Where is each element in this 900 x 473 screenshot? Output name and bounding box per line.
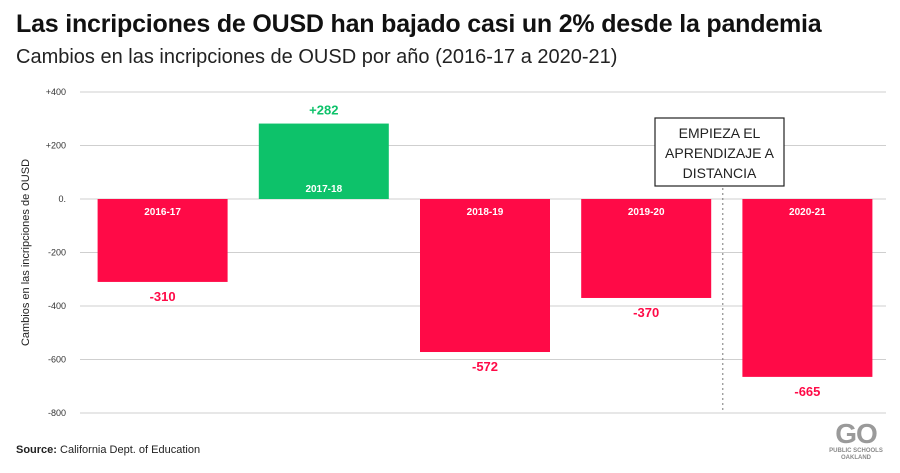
bar-2019-20	[581, 199, 712, 298]
logo-line-2: OAKLAND	[841, 455, 871, 461]
bar-2016-17	[97, 199, 228, 282]
data-label: -572	[472, 359, 498, 374]
data-label: -370	[633, 305, 659, 320]
annotation-line: DISTANCIA	[683, 165, 757, 181]
bar-2018-19	[420, 199, 550, 353]
annotation-line: EMPIEZA EL	[679, 125, 761, 141]
category-label: 2020-21	[789, 207, 826, 218]
chart-subtitle: Cambios en las incripciones de OUSD por …	[16, 46, 618, 68]
source-note: Source: California Dept. of Education	[16, 444, 200, 456]
data-label: -310	[150, 289, 176, 304]
logo-mark: GO	[835, 418, 878, 449]
category-label: 2018-19	[467, 207, 504, 218]
y-axis-label: Cambios en las incripciones de OUSD	[20, 159, 32, 346]
annotation-line: APRENDIZAJE A	[665, 145, 775, 161]
category-label: 2016-17	[144, 207, 181, 218]
y-tick-label: -800	[48, 408, 66, 418]
category-label: 2017-18	[305, 184, 342, 195]
go-public-schools-logo: GO PUBLIC SCHOOLS OAKLAND	[826, 420, 886, 464]
logo-line-1: PUBLIC SCHOOLS	[829, 448, 883, 454]
source-text: California Dept. of Education	[60, 444, 201, 456]
y-tick-label: +200	[46, 141, 66, 151]
y-tick-label: -400	[48, 301, 66, 311]
category-label: 2019-20	[628, 207, 665, 218]
y-tick-label: -200	[48, 248, 66, 258]
data-label: -665	[794, 384, 820, 399]
annotation-box	[654, 117, 785, 187]
data-label: +282	[309, 103, 338, 118]
y-tick-label: 0.	[58, 194, 66, 204]
bar-2020-21	[742, 199, 873, 377]
chart-title: Las incripciones de OUSD han bajado casi…	[16, 10, 822, 38]
y-tick-label: -600	[48, 355, 66, 365]
source-label: Source:	[16, 444, 57, 456]
y-tick-label: +400	[46, 87, 66, 97]
bar-2017-18	[258, 123, 389, 199]
